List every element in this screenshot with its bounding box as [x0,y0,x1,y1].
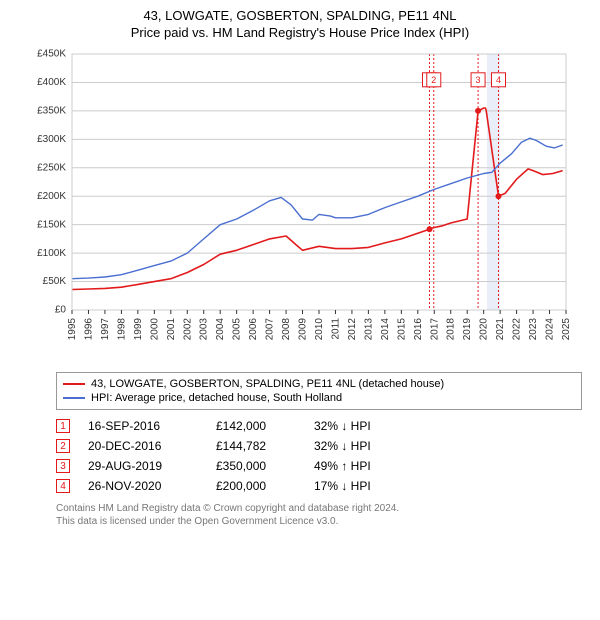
sale-event-hpi-diff: 49% ↑ HPI [314,459,371,473]
svg-text:2023: 2023 [528,318,539,341]
footer-attribution: Contains HM Land Registry data © Crown c… [56,502,582,528]
svg-text:2021: 2021 [495,318,506,341]
svg-text:£400K: £400K [37,77,66,88]
svg-text:2016: 2016 [413,318,424,341]
svg-text:2007: 2007 [265,318,276,341]
sale-event-date: 29-AUG-2019 [88,459,198,473]
title-line-1: 43, LOWGATE, GOSBERTON, SPALDING, PE11 4… [0,8,600,23]
sale-event-marker: 4 [56,479,70,493]
sale-event-price: £200,000 [216,479,296,493]
svg-text:2010: 2010 [314,318,325,341]
svg-text:1997: 1997 [100,318,111,341]
svg-text:2005: 2005 [232,318,243,341]
legend: 43, LOWGATE, GOSBERTON, SPALDING, PE11 4… [56,372,582,410]
svg-text:2012: 2012 [347,318,358,341]
title-line-2: Price paid vs. HM Land Registry's House … [0,25,600,40]
svg-text:1999: 1999 [133,318,144,341]
svg-text:2013: 2013 [363,318,374,341]
sale-event-hpi-diff: 17% ↓ HPI [314,479,371,493]
sale-event-date: 26-NOV-2020 [88,479,198,493]
svg-text:2008: 2008 [281,318,292,341]
footer-line-2: This data is licensed under the Open Gov… [56,515,582,528]
svg-text:£350K: £350K [37,106,66,117]
svg-text:2009: 2009 [298,318,309,341]
sale-event-date: 20-DEC-2016 [88,439,198,453]
svg-text:2011: 2011 [330,318,341,340]
sale-event-hpi-diff: 32% ↓ HPI [314,439,371,453]
svg-text:2003: 2003 [199,318,210,341]
svg-text:2001: 2001 [166,318,177,341]
svg-text:2017: 2017 [429,318,440,341]
svg-text:1998: 1998 [116,318,127,341]
footer-line-1: Contains HM Land Registry data © Crown c… [56,502,582,515]
svg-text:2025: 2025 [561,318,572,341]
sale-event-row: 1 16-SEP-2016 £142,000 32% ↓ HPI [56,416,582,436]
legend-label: 43, LOWGATE, GOSBERTON, SPALDING, PE11 4… [91,378,444,390]
svg-text:2024: 2024 [545,318,556,341]
svg-text:£450K: £450K [37,49,66,60]
svg-text:2020: 2020 [479,318,490,341]
svg-text:£300K: £300K [37,134,66,145]
svg-text:2000: 2000 [149,318,160,341]
svg-text:£0: £0 [55,305,67,316]
svg-text:£200K: £200K [37,191,66,202]
sale-event-row: 4 26-NOV-2020 £200,000 17% ↓ HPI [56,476,582,496]
svg-text:1995: 1995 [67,318,78,341]
sale-event-marker: 1 [56,419,70,433]
svg-text:2006: 2006 [248,318,259,341]
svg-text:1996: 1996 [83,318,94,341]
svg-text:2: 2 [431,75,436,85]
svg-text:3: 3 [476,75,481,85]
legend-swatch [63,397,85,399]
sale-event-hpi-diff: 32% ↓ HPI [314,419,371,433]
svg-text:2014: 2014 [380,318,391,341]
legend-item: 43, LOWGATE, GOSBERTON, SPALDING, PE11 4… [63,377,575,391]
svg-text:2015: 2015 [396,318,407,341]
sale-event-price: £142,000 [216,419,296,433]
svg-text:4: 4 [496,75,501,85]
sale-event-price: £350,000 [216,459,296,473]
sale-event-row: 2 20-DEC-2016 £144,782 32% ↓ HPI [56,436,582,456]
sale-event-marker: 3 [56,459,70,473]
sale-event-row: 3 29-AUG-2019 £350,000 49% ↑ HPI [56,456,582,476]
svg-text:£150K: £150K [37,219,66,230]
sales-events-table: 1 16-SEP-2016 £142,000 32% ↓ HPI 2 20-DEC-201… [56,416,582,496]
legend-item: HPI: Average price, detached house, Sout… [63,391,575,405]
svg-text:2002: 2002 [182,318,193,341]
svg-text:2018: 2018 [446,318,457,341]
svg-text:2004: 2004 [215,318,226,341]
legend-label: HPI: Average price, detached house, Sout… [91,392,342,404]
legend-swatch [63,383,85,385]
sale-event-date: 16-SEP-2016 [88,419,198,433]
svg-text:£250K: £250K [37,162,66,173]
sale-event-marker: 2 [56,439,70,453]
svg-text:2019: 2019 [462,318,473,341]
price-chart: 1234£0£50K£100K£150K£200K£250K£300K£350K… [20,48,580,368]
svg-text:£50K: £50K [43,276,67,287]
svg-text:£100K: £100K [37,248,66,259]
sale-event-price: £144,782 [216,439,296,453]
svg-text:2022: 2022 [512,318,523,341]
